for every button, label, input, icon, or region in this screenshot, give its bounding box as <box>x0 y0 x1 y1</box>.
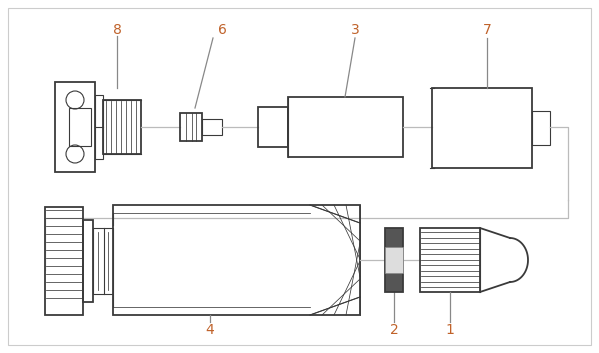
Bar <box>83 220 93 302</box>
Text: 4: 4 <box>205 323 214 337</box>
Bar <box>288 97 403 157</box>
Bar <box>55 82 95 172</box>
Text: 2: 2 <box>389 323 398 337</box>
Bar <box>69 108 91 146</box>
Bar <box>385 228 403 292</box>
Text: 3: 3 <box>350 23 359 37</box>
Bar <box>258 107 288 147</box>
Text: 1: 1 <box>446 323 455 337</box>
Bar <box>45 207 83 315</box>
Bar <box>532 111 550 145</box>
Bar <box>432 88 532 168</box>
Bar <box>93 228 113 294</box>
Bar <box>180 113 202 141</box>
Text: 7: 7 <box>483 23 491 37</box>
Bar <box>385 247 403 273</box>
Bar <box>103 100 141 154</box>
Bar <box>420 228 480 292</box>
Bar <box>113 205 360 315</box>
Text: 8: 8 <box>113 23 122 37</box>
Bar <box>202 119 222 135</box>
Text: 6: 6 <box>217 23 226 37</box>
Bar <box>95 95 103 159</box>
